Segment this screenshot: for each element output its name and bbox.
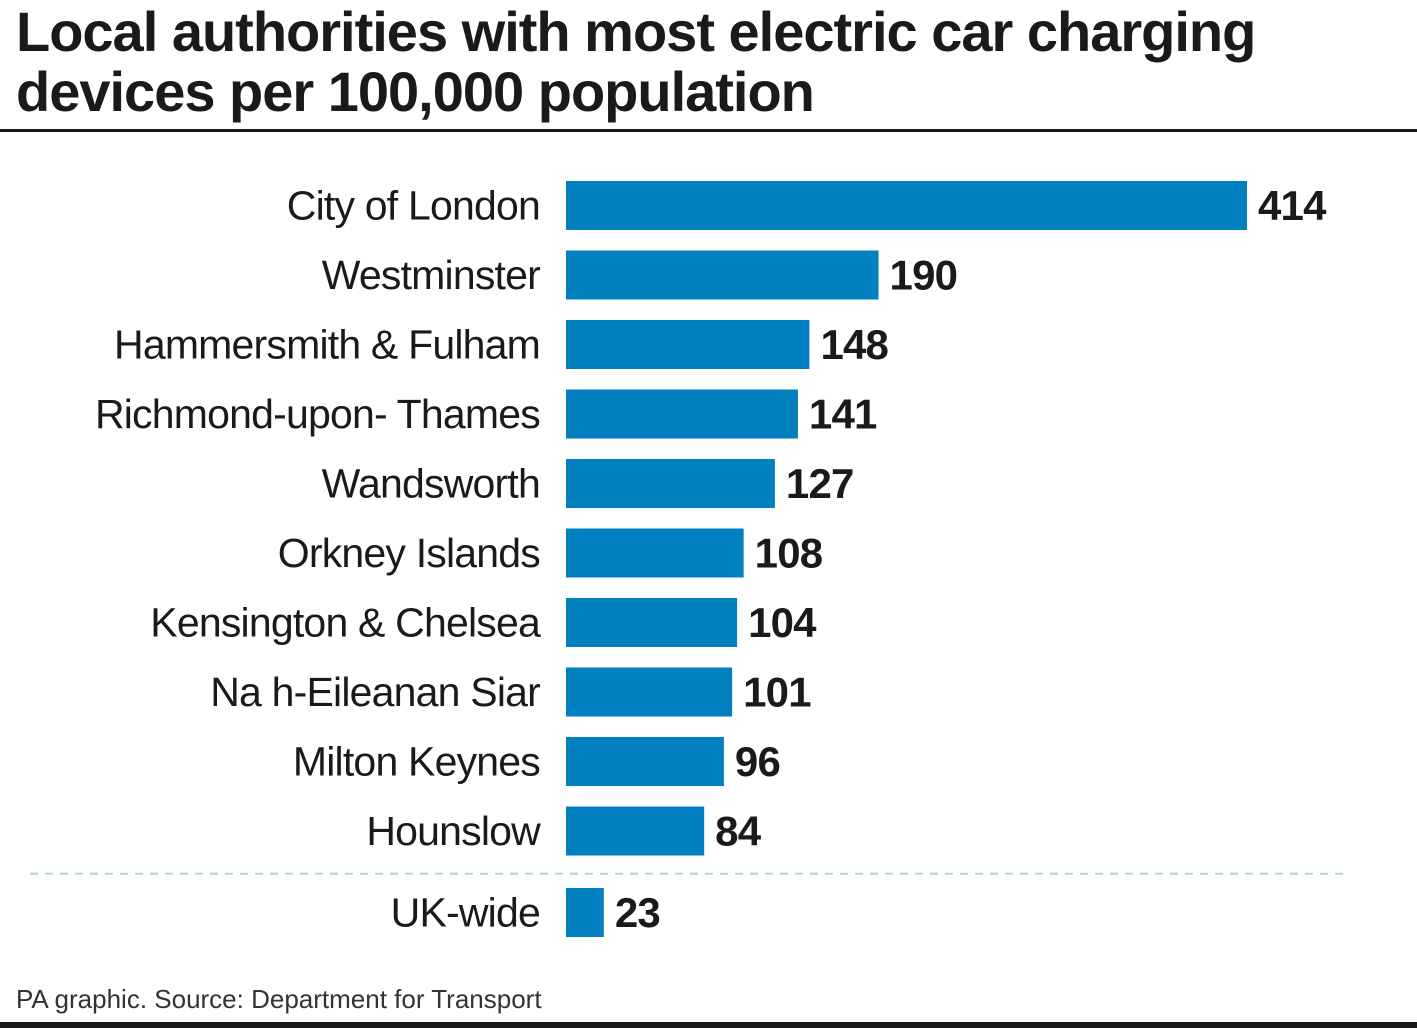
chart-title: Local authorities with most electric car… (16, 0, 1256, 123)
category-label-uk-wide: UK-wide (391, 890, 540, 936)
bottom-rule (0, 1022, 1417, 1028)
bar-hammersmith-and-fulham (566, 320, 810, 369)
bar-city-of-london (566, 181, 1247, 230)
value-label-kensington-and-chelsea: 104 (748, 599, 817, 646)
bar-wandsworth (566, 459, 775, 508)
value-label-uk-wide: 23 (615, 889, 660, 936)
category-label-hounslow: Hounslow (366, 808, 541, 854)
bar-westminster (566, 250, 879, 300)
category-label-city-of-london: City of London (287, 183, 540, 229)
value-label-hammersmith-and-fulham: 148 (820, 321, 888, 368)
bar-uk-wide (566, 888, 604, 937)
value-label-city-of-london: 414 (1258, 182, 1327, 229)
category-label-wandsworth: Wandsworth (322, 461, 540, 507)
value-label-wandsworth: 127 (786, 460, 854, 507)
value-label-na-h-eileanan-siar: 101 (743, 669, 811, 716)
value-label-hounslow: 84 (715, 808, 762, 855)
bar-richmond-upon-thames (566, 389, 798, 439)
bar-chart: City of London 414 Westminster 190 Hammersmi… (30, 181, 1350, 937)
category-label-kensington-and-chelsea: Kensington & Chelsea (150, 600, 541, 646)
category-label-orkney-islands: Orkney Islands (278, 530, 541, 576)
bar-kensington-and-chelsea (566, 598, 738, 647)
value-label-richmond-upon-thames: 141 (809, 391, 877, 438)
category-label-westminster: Westminster (322, 252, 540, 298)
value-label-milton-keynes: 96 (735, 738, 780, 785)
category-label-milton-keynes: Milton Keynes (293, 739, 540, 785)
source-note: PA graphic. Source: Department for Trans… (16, 984, 542, 1014)
bar-milton-keynes (566, 737, 724, 786)
bar-orkney-islands (566, 528, 744, 578)
category-label-na-h-eileanan-siar: Na h-Eileanan Siar (210, 669, 540, 715)
value-label-orkney-islands: 108 (755, 530, 823, 577)
bar-hounslow (566, 806, 705, 856)
title-rule (0, 129, 1417, 132)
category-label-hammersmith-and-fulham: Hammersmith & Fulham (114, 322, 540, 368)
category-label-richmond-upon-thames: Richmond-upon- Thames (95, 391, 540, 437)
value-label-westminster: 190 (890, 252, 958, 299)
bar-na-h-eileanan-siar (566, 667, 733, 717)
